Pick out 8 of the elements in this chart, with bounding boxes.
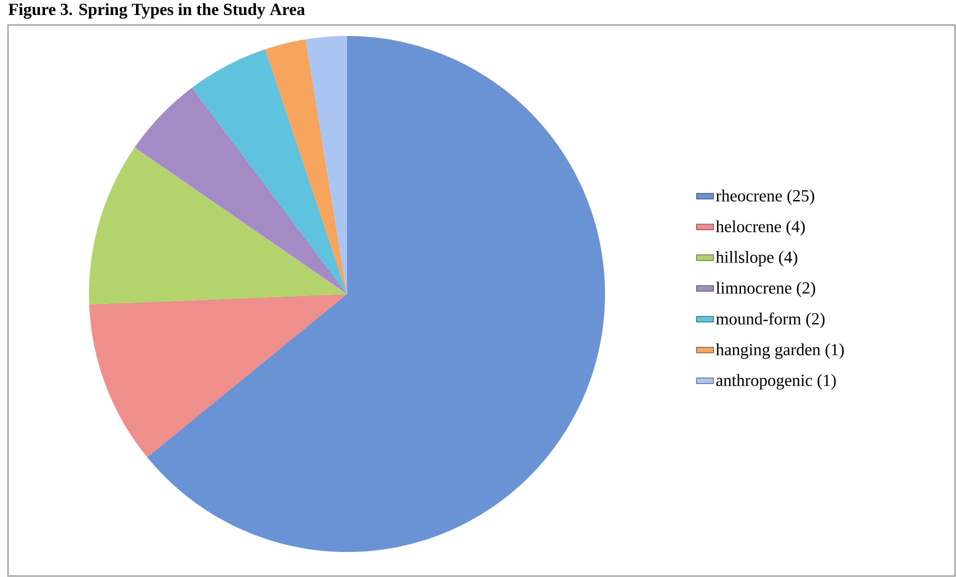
chart-title: Figure 3. Spring Types in the Study Area	[8, 3, 305, 19]
legend-label: mound-form (2)	[716, 312, 825, 328]
legend-label: hanging garden (1)	[716, 343, 844, 359]
legend-label: limnocrene (2)	[716, 282, 816, 298]
legend-label: rheocrene (25)	[716, 190, 814, 205]
legend-label: hillslope (4)	[716, 251, 798, 266]
legend-label: helocrene (4)	[716, 220, 805, 236]
legend-label: anthropogenic (1)	[716, 374, 836, 390]
